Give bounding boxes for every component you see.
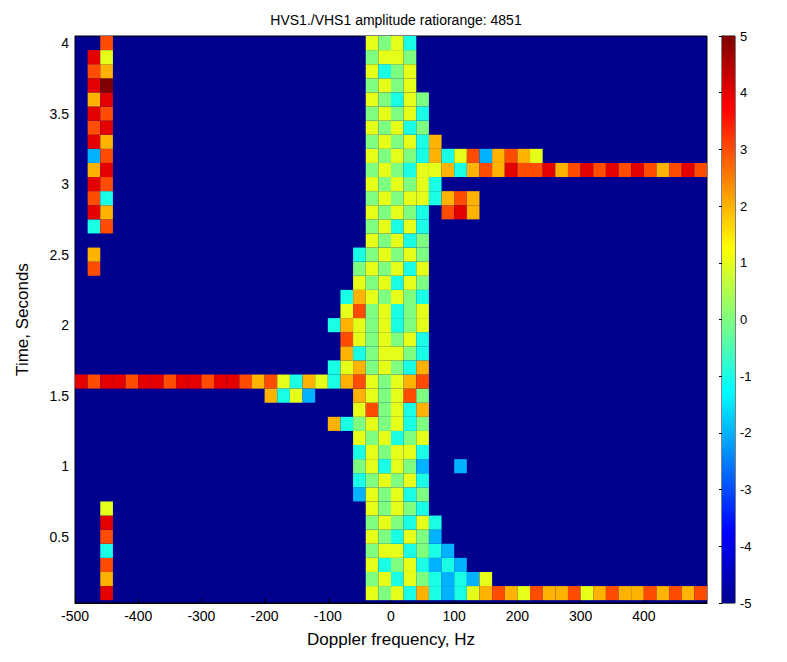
svg-text:1: 1: [740, 255, 747, 270]
svg-text:-300: -300: [187, 608, 215, 624]
svg-text:3.5: 3.5: [50, 106, 70, 122]
svg-text:300: 300: [569, 608, 593, 624]
svg-text:Time, Seconds: Time, Seconds: [13, 263, 32, 376]
svg-text:2.5: 2.5: [50, 247, 70, 263]
svg-text:1: 1: [61, 458, 69, 474]
svg-text:3: 3: [61, 176, 69, 192]
svg-text:200: 200: [506, 608, 530, 624]
svg-text:-200: -200: [251, 608, 279, 624]
svg-text:0: 0: [740, 312, 747, 327]
svg-text:-5: -5: [740, 596, 752, 611]
svg-text:0: 0: [387, 608, 395, 624]
svg-text:HVS1./VHS1 amplitude ratiorang: HVS1./VHS1 amplitude ratiorange: 4851: [270, 12, 522, 28]
svg-text:100: 100: [443, 608, 467, 624]
svg-text:4: 4: [61, 35, 69, 51]
svg-text:-2: -2: [740, 425, 752, 440]
svg-text:4: 4: [740, 85, 747, 100]
svg-text:-3: -3: [740, 482, 752, 497]
svg-text:1.5: 1.5: [50, 388, 70, 404]
svg-text:2: 2: [740, 199, 747, 214]
svg-text:-1: -1: [740, 369, 752, 384]
svg-text:-500: -500: [61, 608, 89, 624]
svg-text:0.5: 0.5: [50, 529, 70, 545]
svg-text:Doppler frequency, Hz: Doppler frequency, Hz: [307, 630, 475, 649]
svg-text:2: 2: [61, 317, 69, 333]
svg-text:400: 400: [632, 608, 656, 624]
svg-text:-100: -100: [314, 608, 342, 624]
svg-text:5: 5: [740, 29, 747, 44]
svg-text:-4: -4: [740, 539, 752, 554]
svg-text:-400: -400: [124, 608, 152, 624]
svg-text:3: 3: [740, 142, 747, 157]
